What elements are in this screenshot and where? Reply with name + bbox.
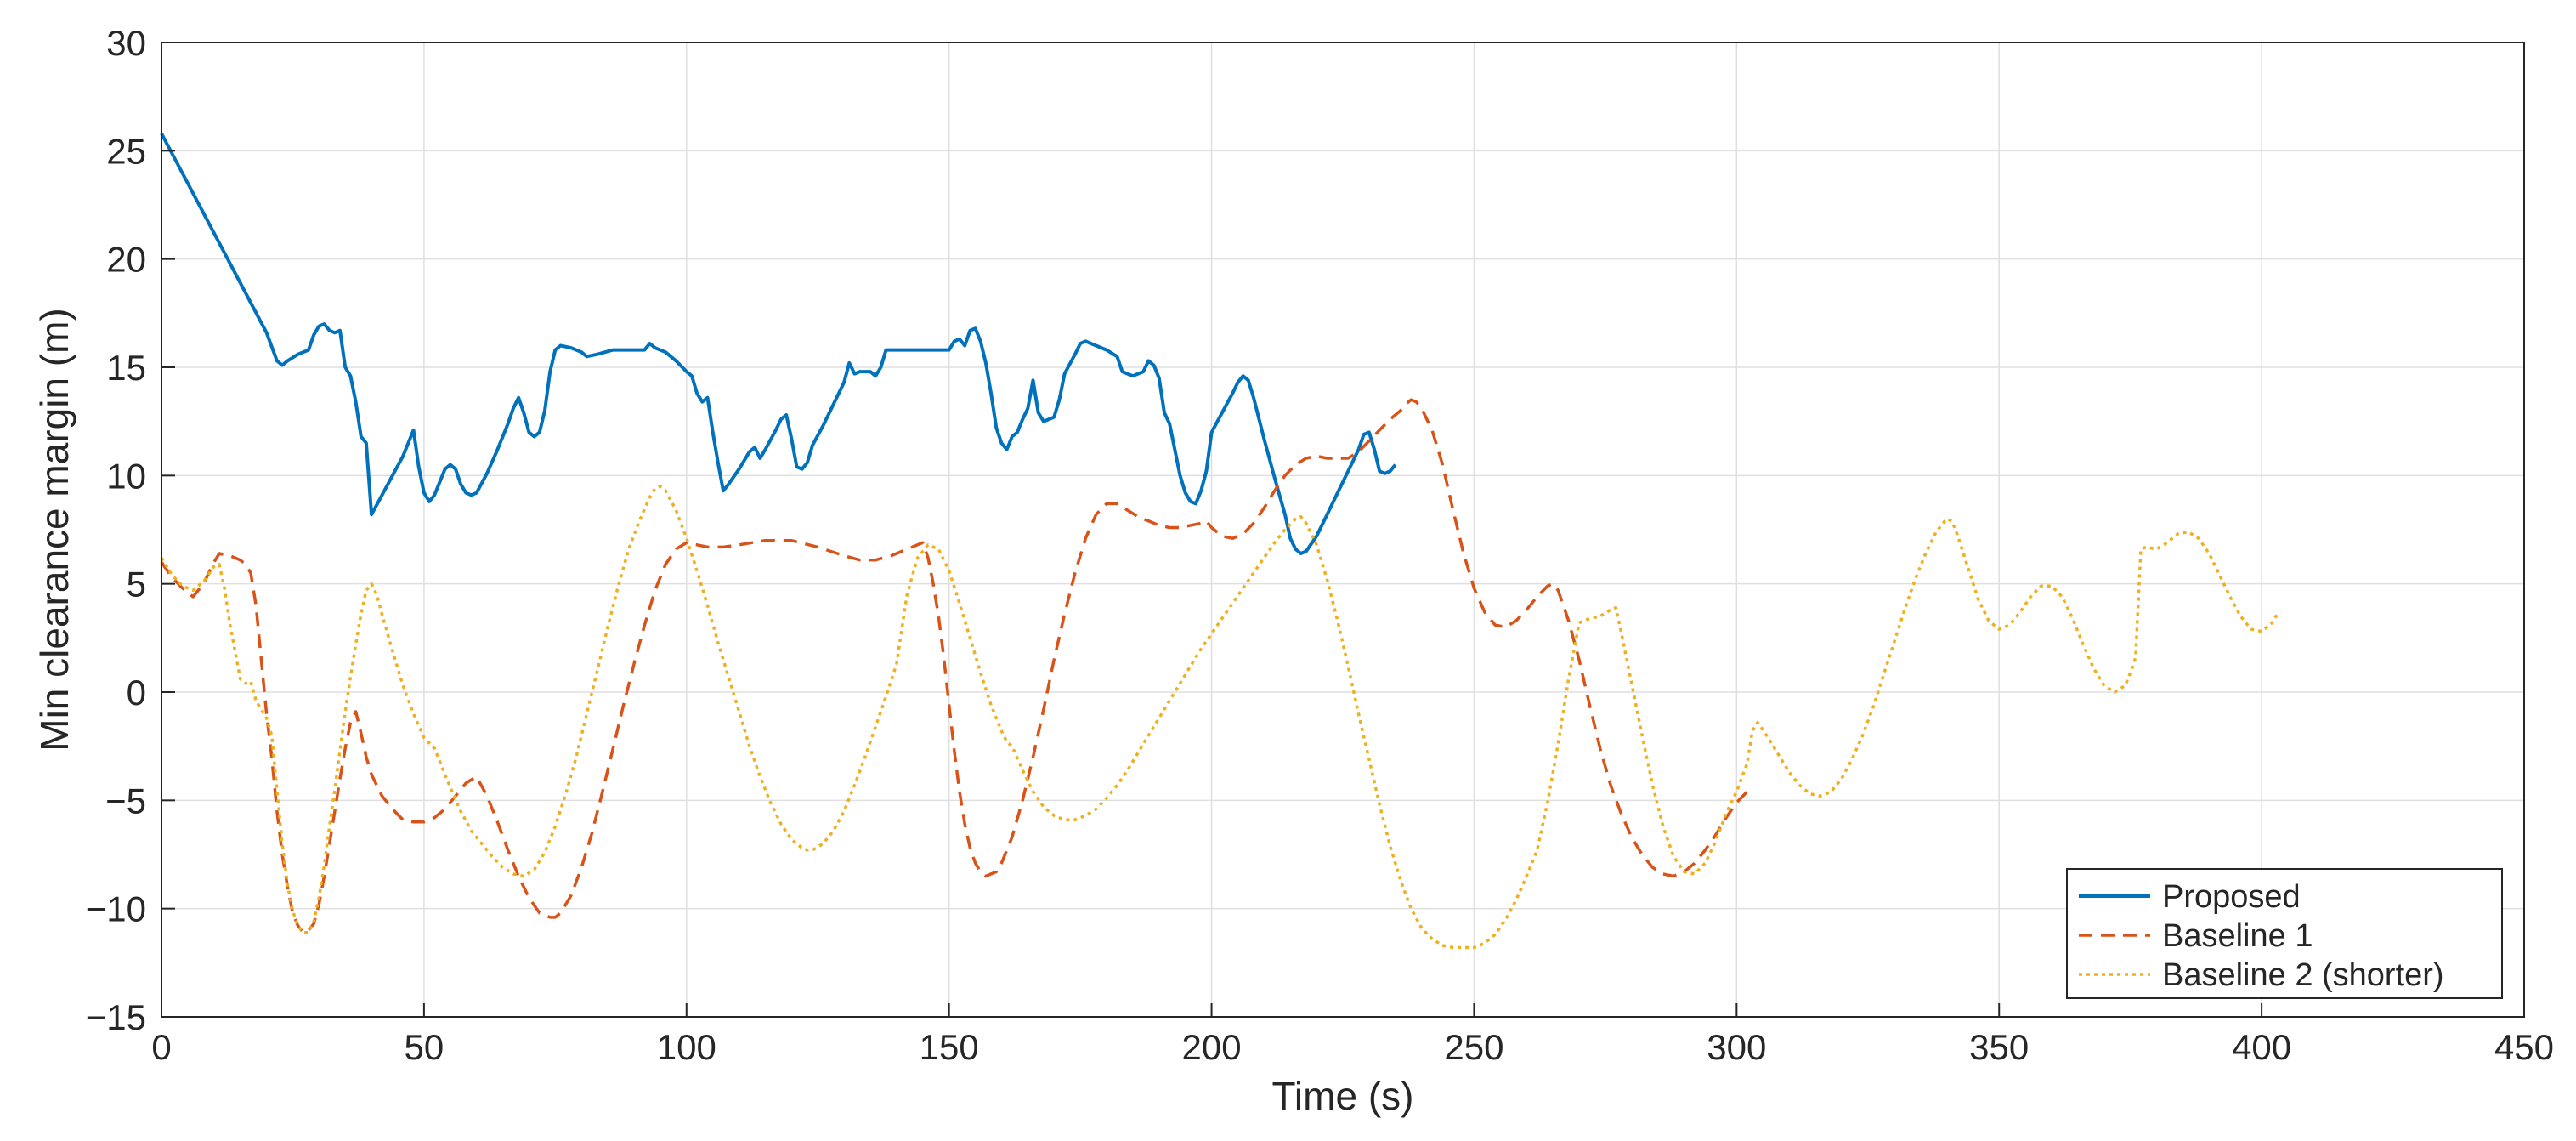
series-line-3 — [160, 485, 2279, 950]
y-tick-label: 25 — [106, 131, 146, 171]
y-tick-label: 5 — [127, 565, 146, 605]
y-tick-label: −10 — [86, 889, 146, 929]
y-tick-label: 30 — [106, 23, 146, 63]
y-tick-label: 0 — [127, 673, 146, 712]
x-tick-label: 100 — [657, 1027, 716, 1067]
y-axis-ticks: −15 −10 −5 0 5 10 15 20 25 30 — [86, 23, 175, 1037]
x-tick-label: 50 — [405, 1027, 444, 1067]
legend-label: Baseline 2 (shorter) — [2162, 957, 2444, 993]
legend-label: Proposed — [2162, 879, 2301, 915]
y-tick-label: −15 — [86, 997, 146, 1037]
x-tick-label: 450 — [2494, 1027, 2554, 1067]
x-tick-label: 0 — [151, 1027, 171, 1067]
x-tick-label: 400 — [2232, 1027, 2291, 1067]
x-tick-label: 150 — [920, 1027, 979, 1067]
plot-area-background — [161, 43, 2524, 1017]
y-tick-label: 10 — [106, 456, 146, 496]
x-axis-ticks: 0 50 100 150 200 250 300 350 400 450 — [151, 1003, 2554, 1067]
y-tick-label: 20 — [106, 240, 146, 280]
legend-label: Baseline 1 — [2162, 918, 2313, 954]
plot-area-frame — [161, 42, 2525, 1018]
x-tick-label: 250 — [1444, 1027, 1503, 1067]
series-line-2 — [160, 398, 1748, 934]
legend-box — [2066, 868, 2503, 999]
x-tick-label: 200 — [1182, 1027, 1242, 1067]
x-axis-label: Time (s) — [1272, 1074, 1414, 1118]
y-axis-label: Min clearance margin (m) — [32, 308, 76, 751]
y-tick-label: −5 — [105, 781, 146, 820]
x-tick-label: 300 — [1707, 1027, 1766, 1067]
series-line-1 — [160, 133, 1397, 555]
y-tick-label: 15 — [106, 348, 146, 388]
x-tick-label: 350 — [1969, 1027, 2029, 1067]
series-layer — [160, 133, 2279, 950]
